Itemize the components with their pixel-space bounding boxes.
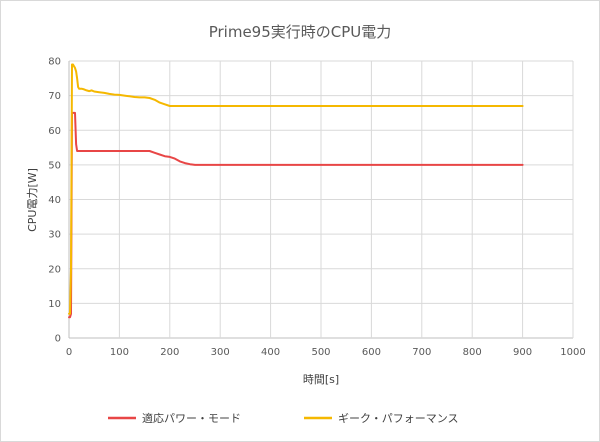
legend-label-2: ギーク・パフォーマンス (338, 412, 459, 425)
x-tick-label: 300 (211, 347, 230, 358)
y-tick-label: 20 (48, 264, 61, 275)
x-tick-label: 900 (513, 347, 532, 358)
x-tick-label: 100 (110, 347, 129, 358)
x-tick-label: 1000 (560, 347, 585, 358)
x-tick-label: 200 (160, 347, 179, 358)
x-tick-label: 400 (261, 347, 280, 358)
y-tick-label: 10 (48, 299, 61, 310)
y-tick-label: 40 (48, 195, 61, 206)
legend-label-1: 適応パワー・モード (142, 411, 241, 425)
y-axis-label: CPU電力[W] (26, 168, 39, 232)
x-tick-label: 700 (412, 347, 431, 358)
y-tick-label: 80 (48, 57, 61, 68)
legend: 適応パワー・モード ギーク・パフォーマンス (108, 411, 459, 425)
x-tick-label: 600 (362, 347, 381, 358)
chart-title: Prime95実行時のCPU電力 (209, 23, 392, 41)
x-axis-label: 時間[s] (303, 373, 339, 386)
series-line-2 (68, 63, 524, 315)
y-tick-label: 30 (48, 230, 61, 241)
y-tick-label: 60 (48, 126, 61, 137)
series-line-1 (68, 111, 524, 319)
x-tick-label: 0 (66, 347, 72, 358)
series-layer (68, 63, 524, 319)
y-tick-label: 50 (48, 160, 61, 171)
y-tick-label: 0 (55, 334, 61, 345)
x-tick-label: 500 (311, 347, 330, 358)
x-tick-label: 800 (463, 347, 482, 358)
y-tick-label: 70 (48, 91, 61, 102)
